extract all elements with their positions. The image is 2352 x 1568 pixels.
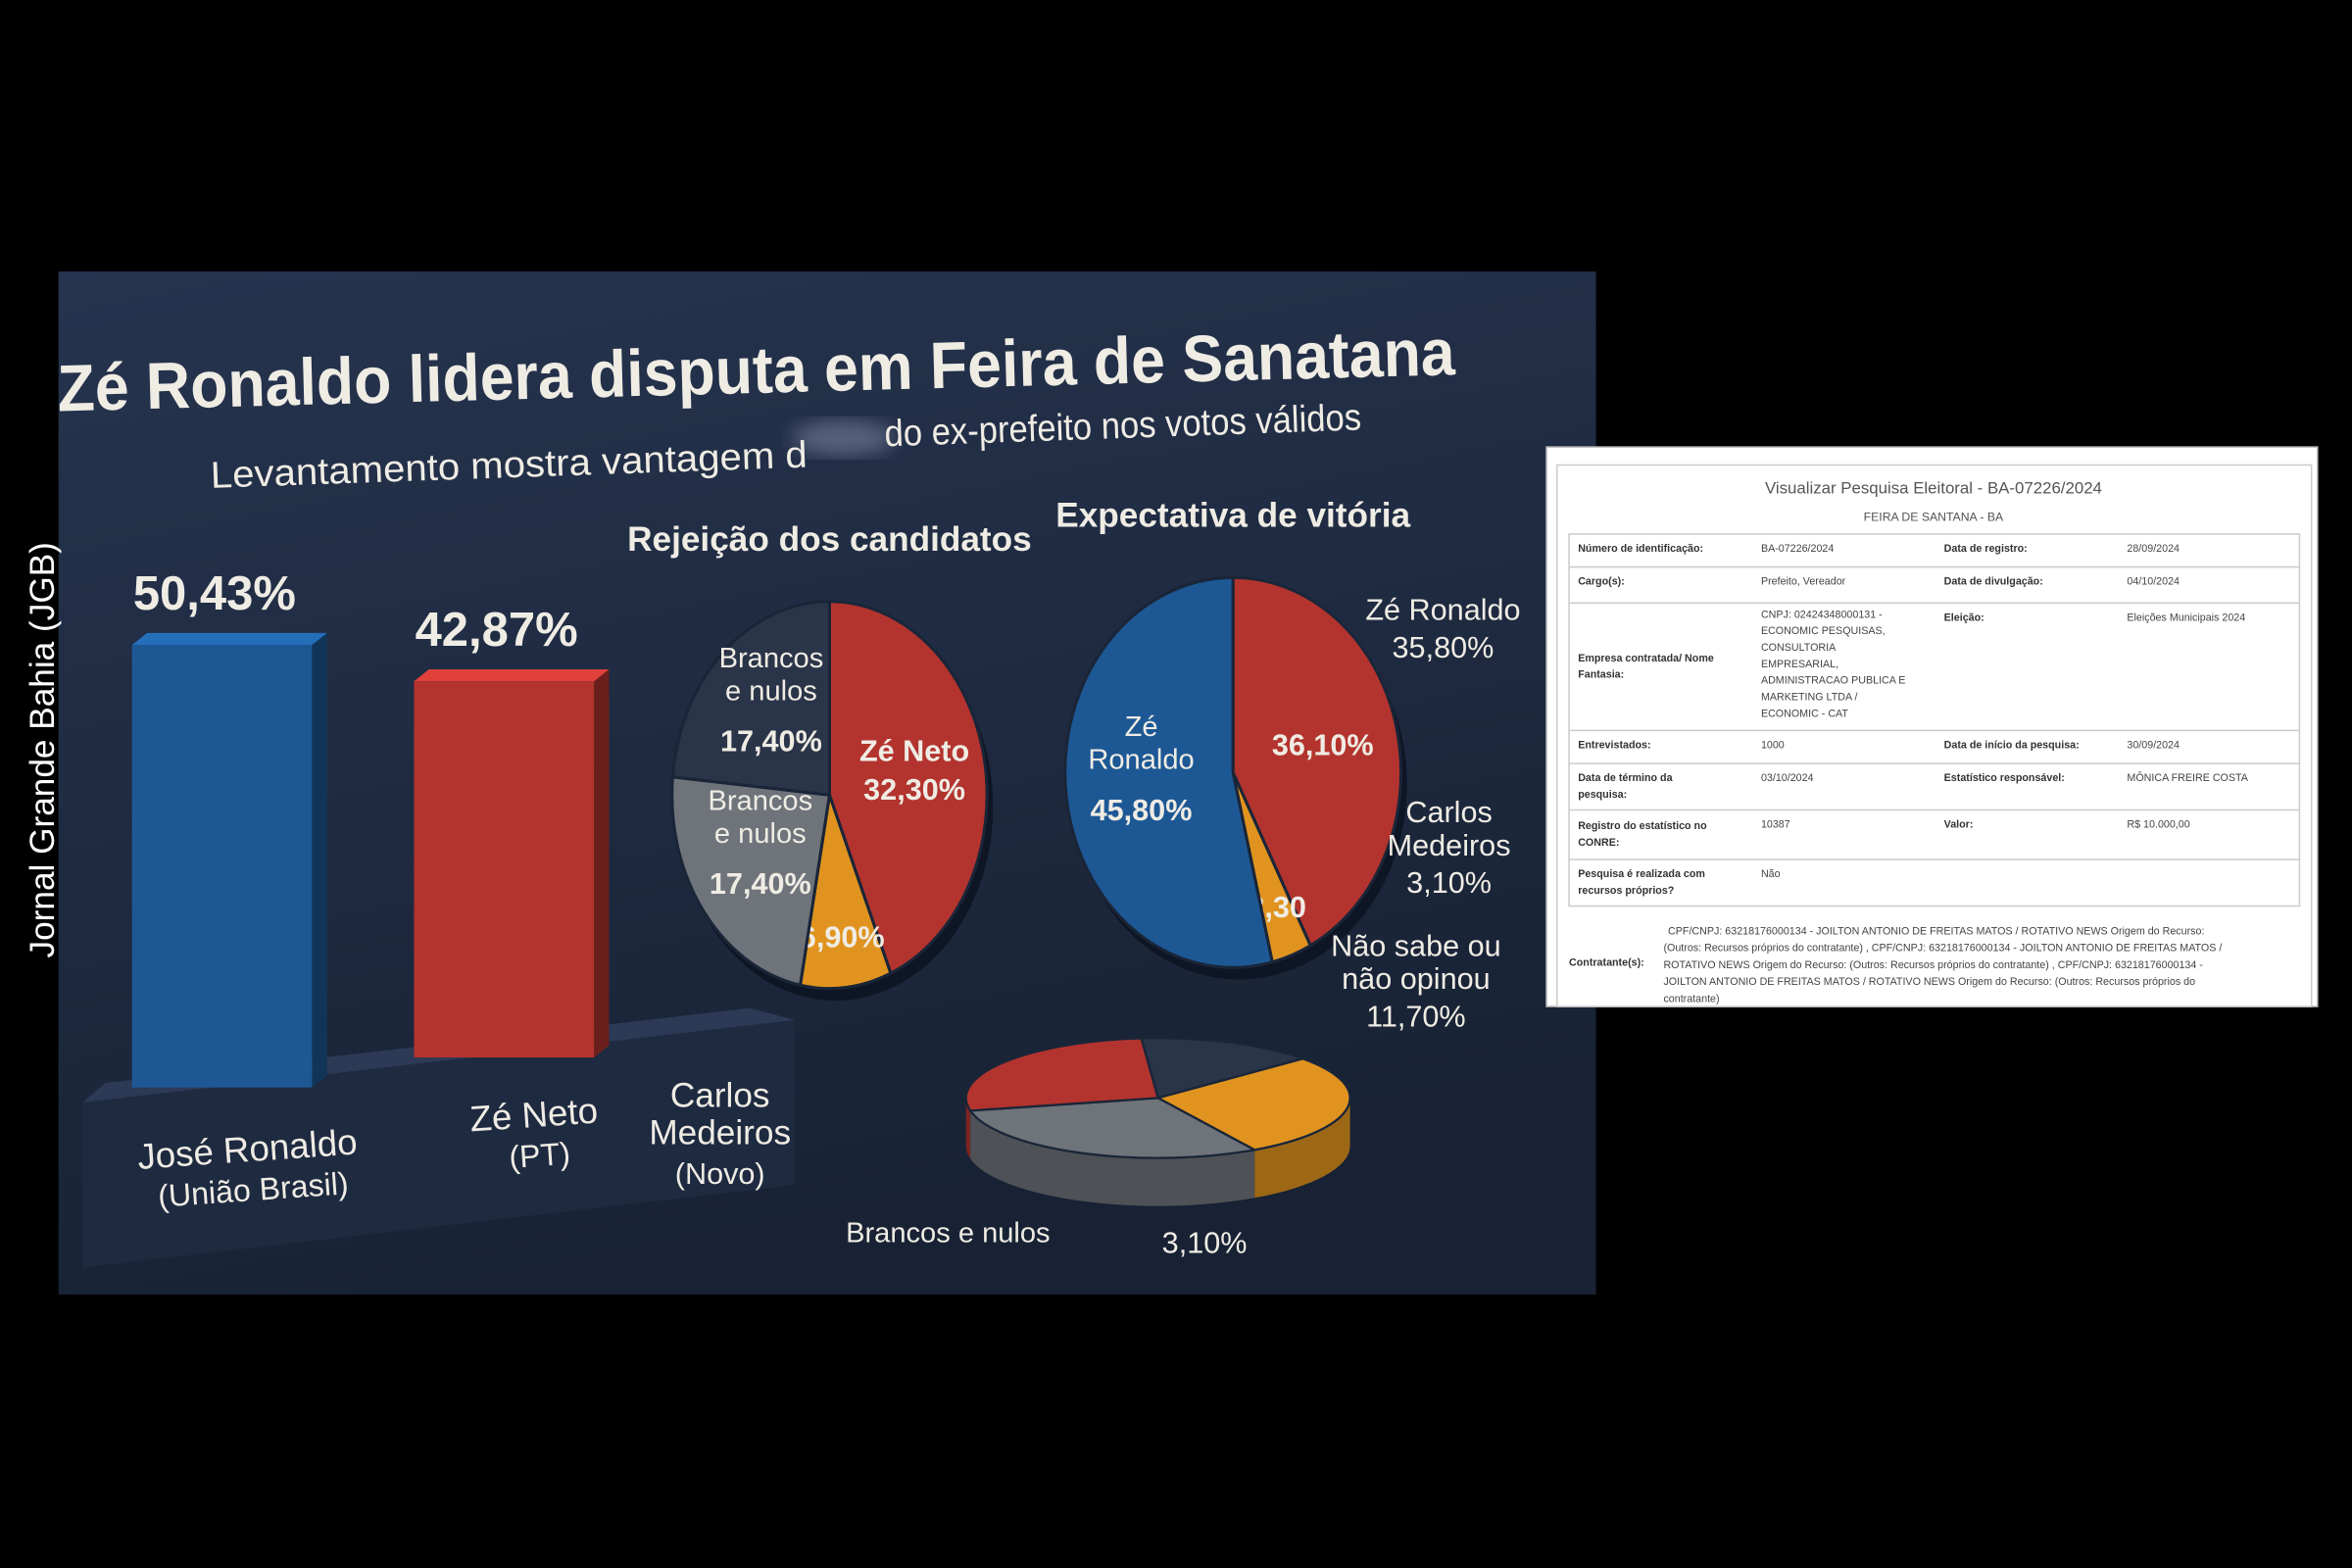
contractor-text: ROTATIVO NEWS Origem do Recurso: (Outros… xyxy=(1663,959,2203,971)
cell-value: 03/10/2024 xyxy=(1761,772,1814,784)
cell-label: Registro do estatístico no xyxy=(1578,820,1707,832)
credit: Jornal Grande Bahia (JGB) xyxy=(24,542,62,957)
pie-title: Rejeição dos candidatos xyxy=(627,520,1032,559)
annotation: Brancos e nulos xyxy=(846,1217,1051,1249)
cell-label: Data de início da pesquisa: xyxy=(1944,740,2080,752)
cell-label: recursos próprios? xyxy=(1578,885,1674,897)
annotation-value: 35,80% xyxy=(1393,631,1494,664)
pie-slice xyxy=(1140,1037,1307,1100)
contractor-text: contratante) xyxy=(1663,994,1719,1005)
bar-top xyxy=(131,632,327,646)
contractor-text: (Outros: Recursos próprios do contratant… xyxy=(1663,943,2222,955)
cell-value: ADMINISTRACAO PUBLICA E xyxy=(1761,675,1906,687)
cell-label: Valor: xyxy=(1944,819,1974,831)
cell-value: BA-07226/2024 xyxy=(1761,543,1834,555)
pie-side xyxy=(970,1110,1255,1206)
cell-value: CNPJ: 02424348000131 - xyxy=(1761,609,1883,620)
cell-label: pesquisa: xyxy=(1578,789,1627,801)
document-title: Visualizar Pesquisa Eleitoral - BA-07226… xyxy=(1765,478,2102,497)
annotation-label: Medeiros xyxy=(1388,829,1511,862)
bar-side xyxy=(312,632,327,1088)
cell-value: 28/09/2024 xyxy=(2127,543,2180,555)
slice-value-label: 17,40% xyxy=(720,725,822,759)
cell-value: EMPRESARIAL, xyxy=(1761,659,1838,670)
pie-slice xyxy=(964,1037,1160,1112)
cell-value: Prefeito, Vereador xyxy=(1761,576,1846,588)
annotation-label: não opinou xyxy=(1342,962,1491,996)
slice-label: Brancos e nulos xyxy=(708,785,812,850)
cell-label: Fantasia: xyxy=(1578,669,1624,681)
cell-value: ECONOMIC - CAT xyxy=(1761,708,1848,719)
slice-label: Zé Ronaldo xyxy=(1088,711,1194,776)
pie-side xyxy=(1254,1098,1350,1199)
annotation-label: Não sabe ou xyxy=(1331,929,1501,962)
cell-label: Data de divulgação: xyxy=(1944,576,2043,588)
cell-value: 10387 xyxy=(1761,819,1790,831)
cell-value: MÔNICA FREIRE COSTA xyxy=(2127,771,2248,784)
pie-slice xyxy=(670,775,832,988)
slice-value-label: 32,30% xyxy=(863,773,965,807)
document-frame xyxy=(1556,464,2313,1007)
cell-label: Cargo(s): xyxy=(1578,576,1625,588)
bar-value-label: 50,43% xyxy=(133,567,296,620)
x-tick-party: (PT) xyxy=(508,1136,571,1175)
cell-value: R$ 10.000,00 xyxy=(2127,819,2189,831)
cell-label: Empresa contratada/ Nome xyxy=(1578,653,1714,664)
x-tick-label: Carlos Medeiros xyxy=(649,1077,791,1152)
slice-value-label: 17,40% xyxy=(710,867,811,901)
annotation-label: Carlos xyxy=(1405,796,1492,829)
bar xyxy=(414,681,595,1058)
slice-value-label: 45,80% xyxy=(1091,794,1193,827)
x-tick-label: Zé Neto xyxy=(468,1091,599,1140)
slice-value-label: 6,90% xyxy=(800,921,885,955)
pie-slice xyxy=(827,600,989,976)
cell-value: Não xyxy=(1761,868,1781,880)
pie-slice xyxy=(1063,575,1275,969)
cell-value: CONSULTORIA xyxy=(1761,642,1837,654)
pie-slice xyxy=(1231,575,1403,949)
cell-label: Data de registro: xyxy=(1944,543,2028,555)
bar-side xyxy=(594,668,610,1058)
contractor-text: JOILTON ANTONIO DE FREITAS MATOS / ROTAT… xyxy=(1663,976,2195,988)
bar xyxy=(131,645,313,1088)
annotation: 3,10% xyxy=(1162,1227,1248,1260)
document-subtitle: FEIRA DE SANTANA - BA xyxy=(1864,510,2004,523)
annotation-label: Zé Ronaldo xyxy=(1365,594,1520,627)
blurred-word xyxy=(792,419,895,457)
cell-label: Estatístico responsável: xyxy=(1944,772,2065,784)
slice-label: Brancos e nulos xyxy=(719,642,824,707)
table-border xyxy=(1568,533,2301,907)
cell-label: Entrevistados: xyxy=(1578,740,1650,752)
pie-slice xyxy=(968,1097,1258,1159)
slice-label: Zé Neto xyxy=(859,734,969,767)
cell-value: 30/09/2024 xyxy=(2127,740,2180,752)
slice-value-label: 36,10% xyxy=(1272,728,1374,761)
cell-value: ECONOMIC PESQUISAS, xyxy=(1761,625,1886,637)
annotation-value: 3,10% xyxy=(1406,866,1492,900)
contractor-label: Contratante(s): xyxy=(1569,956,1644,968)
bar-top xyxy=(414,668,610,682)
cell-value: 1000 xyxy=(1761,740,1785,752)
cell-value: 04/10/2024 xyxy=(2127,576,2180,588)
cell-label: Número de identificação: xyxy=(1578,543,1703,555)
cell-label: Pesquisa é realizada com xyxy=(1578,868,1705,880)
pie-slice xyxy=(670,600,831,797)
cell-label: CONRE: xyxy=(1578,837,1619,849)
pie-title: Expectativa de vitória xyxy=(1055,496,1410,534)
bar-value-label: 42,87% xyxy=(416,604,578,657)
cell-value: Eleições Municipais 2024 xyxy=(2127,612,2245,623)
annotation-value: 11,70% xyxy=(1366,1000,1466,1033)
pie-slice xyxy=(1154,1057,1351,1152)
x-tick-party: (Novo) xyxy=(675,1157,765,1191)
cell-label: Data de término da xyxy=(1578,772,1673,784)
contractor-text: CPF/CNPJ: 63218176000134 - JOILTON ANTON… xyxy=(1668,925,2204,937)
pie-side xyxy=(965,1098,971,1159)
cell-label: Eleição: xyxy=(1944,612,1984,623)
cell-value: MARKETING LTDA / xyxy=(1761,692,1858,704)
